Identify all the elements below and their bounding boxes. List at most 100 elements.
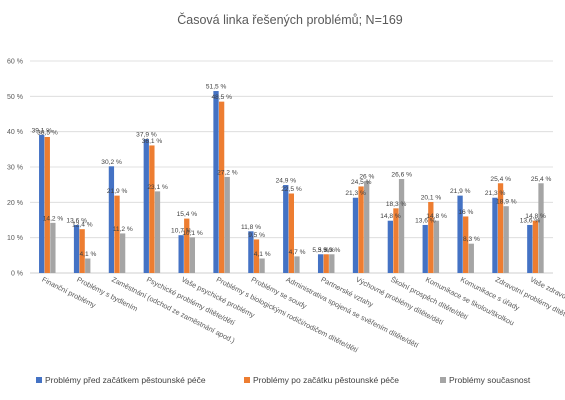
y-tick-label: 0 % [11,271,23,278]
bar [422,224,428,273]
data-label: 14,8 % [525,213,546,220]
bar [253,239,260,273]
bar [114,195,120,273]
bar [532,220,539,273]
legend: Problémy před začátkem pěstounské péče Pr… [36,375,531,385]
data-label: 11,8 % [241,224,261,231]
bar [364,181,370,273]
data-label: 4,1 % [254,251,271,258]
data-label: 26 % [359,174,374,181]
bar [503,206,509,273]
bar [178,235,184,273]
bar [143,139,149,273]
bar [73,224,80,273]
bar [433,220,440,273]
data-label: 9,5 % [248,232,265,239]
data-label: 4,1 % [79,251,96,258]
data-label: 36,1 % [142,138,163,145]
data-label: 11,2 % [113,226,133,233]
bar [224,176,230,273]
bar [468,243,474,273]
data-label: 21,9 % [450,188,471,195]
bar [457,195,463,273]
data-label: 24,9 % [276,178,297,185]
bar [428,201,434,273]
bar [189,237,195,273]
data-label: 26,6 % [391,172,412,179]
bar [213,91,219,274]
data-label: 25,4 % [490,176,511,183]
bars [39,91,544,274]
y-axis-ticks: 0 % 10 % 20 % 30 % 40 % 50 % 60 % [7,59,23,278]
data-label: 10,7 % [171,228,192,235]
bar [154,191,161,273]
y-tick-label: 20 % [7,200,23,207]
y-tick-label: 50 % [7,94,23,101]
bar [218,101,225,273]
data-label: 48,5 % [212,94,233,101]
legend-swatch [440,377,446,383]
data-label: 20,1 % [421,194,442,201]
y-tick-label: 30 % [7,165,23,172]
bar [463,216,469,273]
data-label: 22,5 % [281,186,302,193]
data-label: 10,1 % [182,230,203,237]
legend-label: Problémy současnost [449,375,531,385]
data-label: 39,1 % [32,127,53,134]
data-label: 4,7 % [289,249,306,256]
data-labels: 39,1 % 13,6 % 30,2 % 37,9 % 10,7 % 51,5 % 11,8… [32,84,552,258]
bar [39,134,45,273]
legend-label: Problémy před začátkem pěstounské péče [45,375,206,385]
bar [497,183,504,273]
bar [108,166,115,273]
data-label: 14,8 % [380,213,401,220]
bar [393,208,399,273]
data-label: 13,6 % [415,217,436,224]
bar [248,231,254,273]
data-label: 5,3 % [312,247,329,254]
data-label: 27,2 % [217,169,238,176]
data-label: 8,3 % [463,236,480,243]
bar [50,222,56,273]
bar [288,193,294,273]
legend-swatch [244,377,250,383]
data-label: 24,5 % [351,179,372,186]
data-label: 5,3 % [324,247,341,254]
data-label: 12,4 % [72,222,93,229]
data-label: 30,2 % [101,159,122,166]
bar [538,183,544,273]
data-label: 16 % [458,209,473,216]
bar [149,145,155,273]
bar [398,179,405,273]
data-label: 18,3 % [386,201,407,208]
bar [329,254,335,273]
data-label: 21,9 % [107,188,128,195]
bar [79,229,85,273]
data-label: 5,3 % [318,247,335,254]
category-label: Problémy s bydlením [75,275,139,313]
bar [259,258,265,273]
data-label: 51,5 % [206,84,227,91]
bar [492,197,498,273]
legend-label: Problémy po začátku pěstounské péče [253,375,399,385]
bar [317,254,324,273]
data-label: 21,3 % [485,190,506,197]
bar [184,218,190,273]
bar [85,258,91,273]
data-label: 14,8 % [426,213,447,220]
data-label: 15,4 % [177,211,198,218]
data-label: 37,9 % [136,132,157,139]
data-label: 13,6 % [520,217,541,224]
bar [358,186,364,273]
bar [352,197,359,273]
bar [44,136,50,273]
y-tick-label: 60 % [7,59,23,66]
bar [283,185,289,273]
chart-title: Časová linka řešených problémů; N=169 [177,12,403,27]
data-label: 38,5 % [37,129,58,136]
data-label: 21,3 % [345,190,366,197]
y-tick-label: 10 % [7,235,23,242]
y-tick-label: 40 % [7,129,23,136]
legend-swatch [36,377,42,383]
